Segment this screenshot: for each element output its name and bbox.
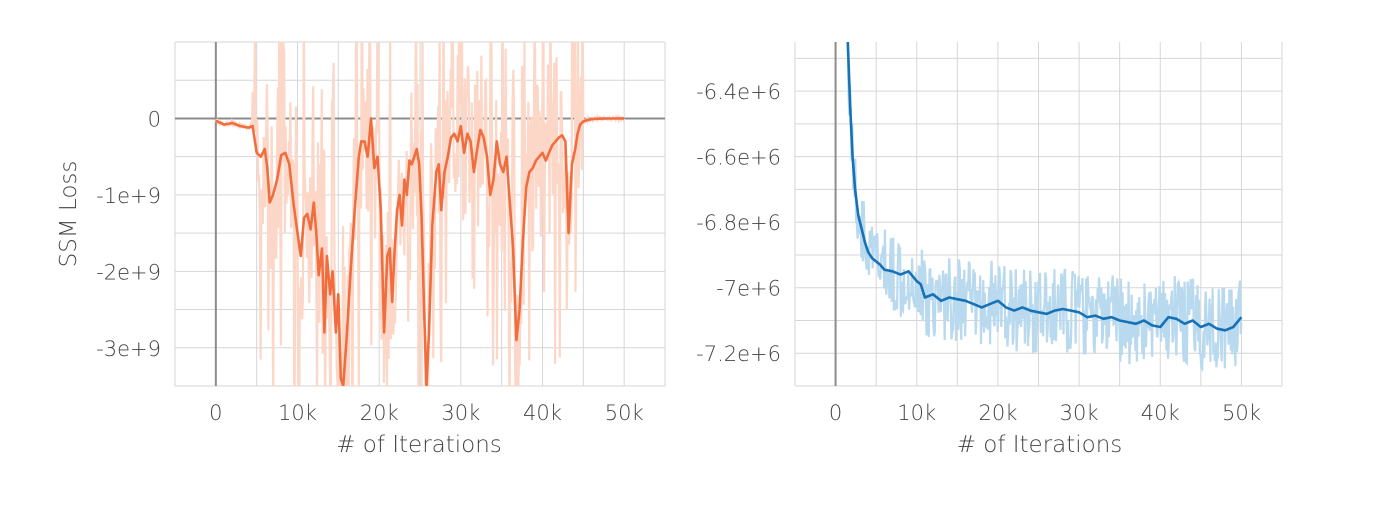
x-tick-label: 0 — [209, 401, 222, 425]
x-tick-label: 10k — [278, 401, 317, 425]
y-tick-label: -7.2e+6 — [696, 342, 781, 366]
x-axis-title: # of Iterations — [957, 432, 1123, 458]
x-tick-label: 20k — [360, 401, 399, 425]
y-tick-label: -6.8e+6 — [696, 211, 781, 235]
loss-chart-right: 0 10k 20k 30k 40k 50k -6.4e+6 -6.6e+6 -6.8e+6 -7e… — [696, 42, 1283, 458]
y-tick-label: -3e+9 — [96, 337, 161, 361]
x-tick-label: 20k — [978, 401, 1017, 425]
y-tick-label: -7e+6 — [716, 277, 781, 301]
x-tick-label: 50k — [1222, 401, 1261, 425]
raw-series-line — [214, 42, 626, 386]
x-tick-label: 30k — [441, 401, 480, 425]
y-tick-label: -2e+9 — [96, 260, 161, 284]
x-tick-label: 40k — [1141, 401, 1180, 425]
x-tick-label: 40k — [523, 401, 562, 425]
smoothed-series-line — [846, 42, 1243, 332]
x-tick-label: 50k — [605, 401, 644, 425]
raw-series-line — [846, 42, 1243, 373]
x-tick-label: 10k — [897, 401, 936, 425]
x-tick-label: 0 — [829, 401, 842, 425]
loss-chart-left: 0 10k 20k 30k 40k 50k 0 -1e+9 -2e+9 -3e+9 # of Ite… — [56, 41, 666, 458]
y-tick-label: -1e+9 — [96, 184, 161, 208]
y-tick-label: 0 — [148, 107, 161, 131]
x-tick-label: 30k — [1060, 401, 1099, 425]
y-tick-label: -6.4e+6 — [696, 80, 781, 104]
x-axis-title: # of Iterations — [336, 432, 502, 458]
y-axis-title: SSM Loss — [56, 161, 82, 268]
smoothed-series-line — [215, 117, 625, 386]
y-tick-label: -6.6e+6 — [696, 146, 781, 170]
